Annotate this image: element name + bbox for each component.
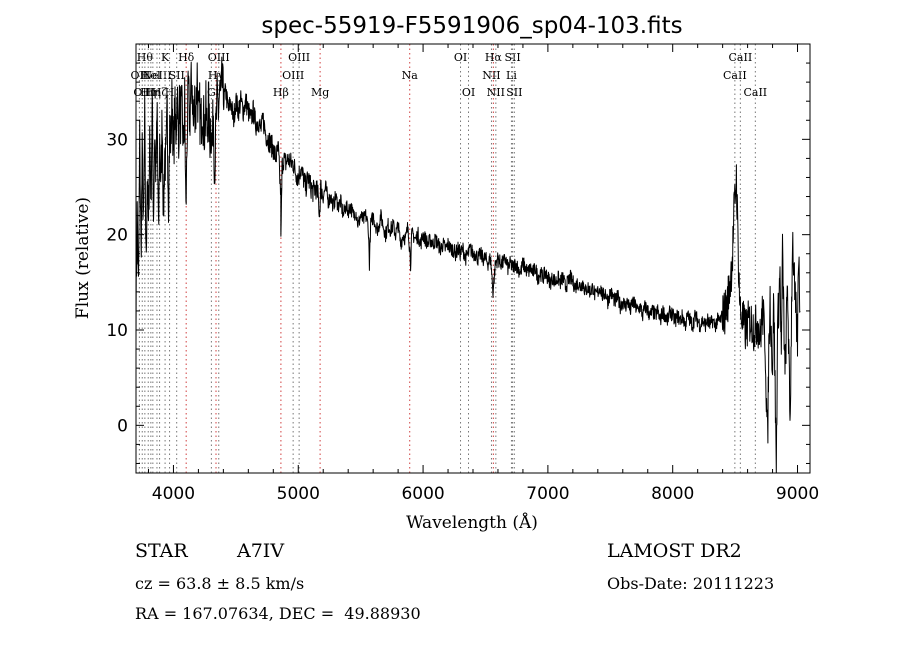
observation-date: Obs-Date: 20111223 (607, 574, 775, 593)
x-tick-label-4: 8000 (651, 484, 694, 504)
marker-label-18: Mg (311, 86, 329, 99)
coordinates-readout: RA = 167.07634, DEC = 49.88930 (135, 604, 421, 623)
marker-label-14: OIII (208, 51, 230, 64)
marker-label-7: Hζ (152, 86, 168, 99)
spectrum-line (135, 56, 801, 474)
redshift-readout: cz = 63.8 ± 8.5 km/s (135, 574, 305, 593)
survey-name: LAMOST DR2 (607, 540, 742, 562)
spectrum-series (135, 56, 801, 474)
marker-label-28: CaII (723, 69, 747, 82)
object-type: STAR (135, 540, 188, 562)
y-tick-label-3: 30 (106, 130, 128, 150)
marker-label-30: CaII (743, 86, 767, 99)
marker-label-21: OI (462, 86, 475, 99)
marker-label-24: NII (487, 86, 505, 99)
y-axis-label: Flux (relative) (73, 197, 93, 319)
x-tick-label-0: 4000 (152, 484, 195, 504)
spectral-line-markers: OIIOIIHθHηHeIHηNeIIIHζKHSIIHδGHγOIIIHβOI… (131, 44, 767, 473)
x-tick-label-1: 5000 (277, 484, 320, 504)
marker-label-22: NII (482, 69, 500, 82)
marker-label-8: K (161, 51, 170, 64)
chart-title: spec-55919-F5591906_sp04-103.fits (261, 13, 682, 39)
x-tick-label-5: 9000 (776, 484, 819, 504)
marker-label-9: H (165, 86, 175, 99)
marker-label-27: SII (506, 86, 522, 99)
x-axis-label: Wavelength (Å) (406, 512, 538, 533)
marker-label-0: OII (131, 69, 149, 82)
marker-label-20: OI (454, 51, 467, 64)
marker-label-13: Hγ (208, 69, 225, 82)
axes: 4000 5000 6000 7000 8000 9000 0 10 20 30 (106, 44, 819, 504)
marker-label-19: Na (402, 69, 419, 82)
y-tick-label-2: 20 (106, 226, 128, 246)
marker-label-25: Li (506, 69, 517, 82)
marker-label-26: SII (504, 51, 520, 64)
object-subclass: A7IV (237, 540, 285, 562)
marker-label-29: CaII (729, 51, 753, 64)
marker-label-11: Hδ (178, 51, 195, 64)
marker-label-10: SII (169, 69, 185, 82)
y-tick-label-0: 0 (117, 416, 128, 436)
marker-label-23: Hα (485, 51, 503, 64)
marker-label-15: Hβ (273, 86, 289, 99)
marker-label-2: Hθ (137, 51, 154, 64)
x-tick-label-2: 6000 (401, 484, 444, 504)
marker-label-17: OIII (288, 51, 310, 64)
marker-label-1: OII (133, 86, 151, 99)
marker-label-16: OIII (282, 69, 304, 82)
marker-label-4: HeI (141, 69, 161, 82)
marker-label-6: NeIII (142, 69, 171, 82)
marker-label-12: G (207, 86, 216, 99)
y-tick-label-1: 10 (106, 321, 128, 341)
x-tick-label-3: 7000 (526, 484, 569, 504)
